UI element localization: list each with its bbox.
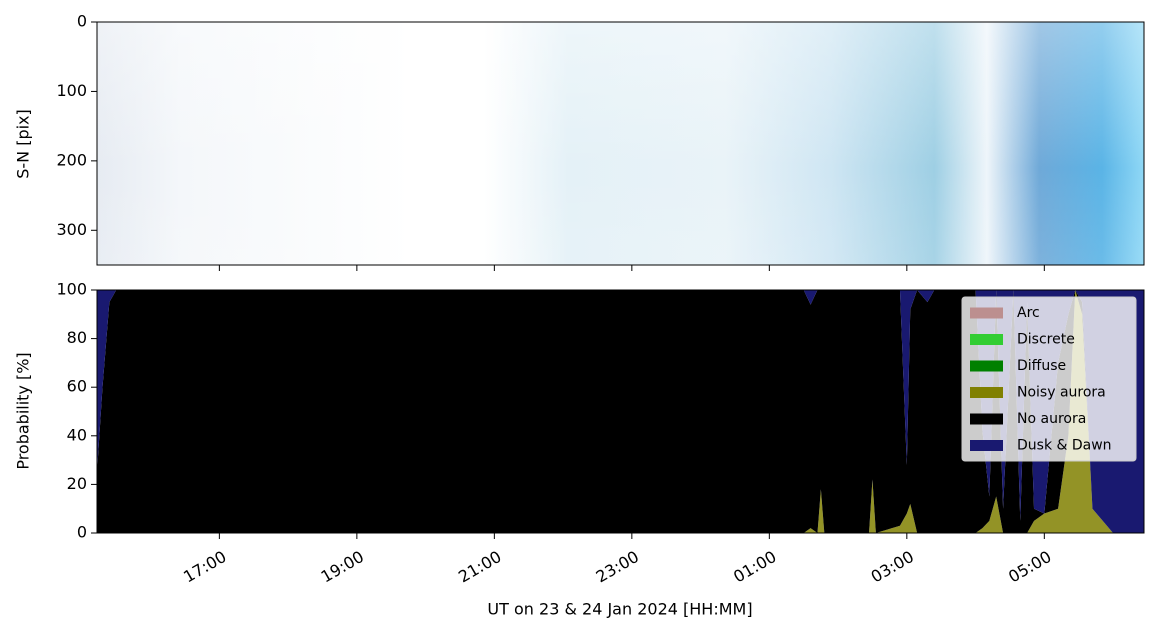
x-tick-label: 05:00 (1005, 547, 1054, 587)
legend-label: Discrete (1017, 332, 1075, 348)
legend-swatch (970, 307, 1003, 319)
y-tick-label: 100 (56, 280, 87, 299)
y-tick-label: 40 (67, 425, 87, 444)
x-tick-label: 17:00 (180, 547, 229, 587)
y-tick-label: 300 (56, 220, 87, 239)
legend-swatch (970, 334, 1003, 345)
legend: Arc Discrete Diffuse Noisy aurora No aurora D… (961, 296, 1137, 462)
legend-swatch (970, 360, 1003, 372)
y-axis-title: S-N [pix] (14, 109, 33, 179)
y-tick-label: 100 (56, 81, 87, 100)
legend-label: Diffuse (1017, 358, 1066, 374)
x-tick-label: 01:00 (730, 547, 779, 587)
x-axis-title: UT on 23 & 24 Jan 2024 [HH:MM] (487, 600, 752, 619)
legend-label: Dusk & Dawn (1017, 438, 1112, 454)
axes-frame (96, 21, 1145, 266)
y-tick-label: 20 (67, 474, 87, 493)
legend-swatch (970, 413, 1003, 425)
keogram-shade (97, 22, 1144, 265)
y-tick-label: 80 (67, 328, 87, 347)
legend-label: Noisy aurora (1017, 385, 1106, 401)
x-tick-label: 03:00 (868, 547, 917, 587)
y-tick-label: 60 (67, 377, 87, 396)
x-tick-label: 21:00 (455, 547, 504, 587)
legend-swatch (970, 387, 1003, 398)
y-axis-title: Probability [%] (14, 352, 33, 469)
legend-swatch (970, 440, 1003, 451)
legend-box (961, 296, 1137, 462)
axes-frame (96, 289, 1145, 534)
y-tick-label: 200 (56, 150, 87, 169)
legend-label: Arc (1017, 305, 1040, 321)
x-tick-label: 19:00 (318, 547, 367, 587)
area (97, 290, 1144, 533)
y-tick-label: 0 (77, 12, 87, 31)
legend-label: No aurora (1017, 411, 1086, 427)
y-tick-label: 0 (77, 523, 87, 542)
x-tick-label: 23:00 (593, 547, 642, 587)
